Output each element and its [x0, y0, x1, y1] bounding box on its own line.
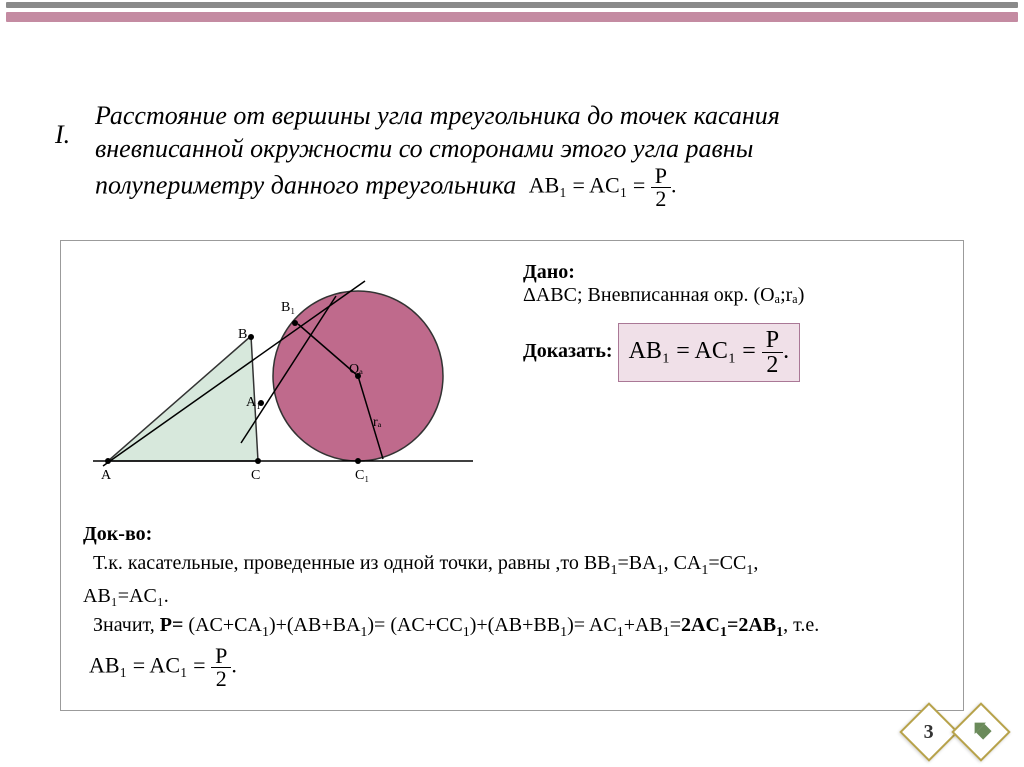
svg-text:Oₐ: Oₐ	[349, 362, 363, 377]
diagram: A C C₁ B B₁ A₁ Oₐ rₐ	[83, 261, 483, 497]
given-text: ΔABC; Вневписанная окр. (Oₐ;rₐ)	[523, 284, 804, 306]
page-number-button[interactable]: 3	[899, 702, 958, 761]
bar-top	[6, 2, 1018, 8]
proof-block: Док-во: Т.к. касательные, проведенные из…	[83, 521, 941, 690]
bar-bottom	[6, 12, 1018, 22]
home-icon	[971, 720, 991, 744]
right-column: Дано: ΔABC; Вневписанная окр. (Oₐ;rₐ) До…	[523, 261, 941, 497]
prove-block: Доказать: AB₁ = AC₁ = P 2 .	[523, 323, 941, 382]
svg-text:A₁: A₁	[246, 395, 261, 410]
diagram-svg: A C C₁ B B₁ A₁ Oₐ rₐ	[83, 261, 483, 491]
theorem-line1: Расстояние от вершины угла треугольника …	[95, 101, 780, 130]
theorem-text: Расстояние от вершины угла треугольника …	[95, 100, 964, 210]
nav-controls: 3	[908, 711, 1002, 753]
svg-text:B: B	[238, 327, 247, 342]
svg-text:B₁: B₁	[281, 300, 295, 315]
theorem-formula: AB₁ = AC₁ = P 2 .	[529, 165, 677, 210]
theorem-line3: полупериметру данного треугольника	[95, 170, 516, 199]
svg-text:rₐ: rₐ	[373, 415, 382, 430]
svg-text:A: A	[101, 468, 112, 483]
svg-text:C: C	[251, 468, 260, 483]
header-bars	[0, 0, 1024, 26]
page-number: 3	[924, 721, 934, 744]
svg-text:C₁: C₁	[355, 468, 369, 483]
main-box: A C C₁ B B₁ A₁ Oₐ rₐ Дано: ΔABC; Вневписанная о…	[60, 240, 964, 711]
given-block: Дано: ΔABC; Вневписанная окр. (Oₐ;rₐ)	[523, 261, 941, 307]
proof-label: Док-во:	[83, 523, 152, 545]
prove-formula-box: AB₁ = AC₁ = P 2 .	[618, 323, 801, 382]
roman-numeral: I.	[55, 120, 70, 150]
fraction: P 2	[651, 165, 671, 210]
slide-content: I. Расстояние от вершины угла треугольни…	[60, 100, 964, 711]
given-label: Дано:	[523, 261, 575, 283]
prove-label: Доказать:	[523, 340, 613, 362]
home-button[interactable]	[951, 702, 1010, 761]
theorem-line2: вневписанной окружности со сторонами это…	[95, 134, 753, 163]
